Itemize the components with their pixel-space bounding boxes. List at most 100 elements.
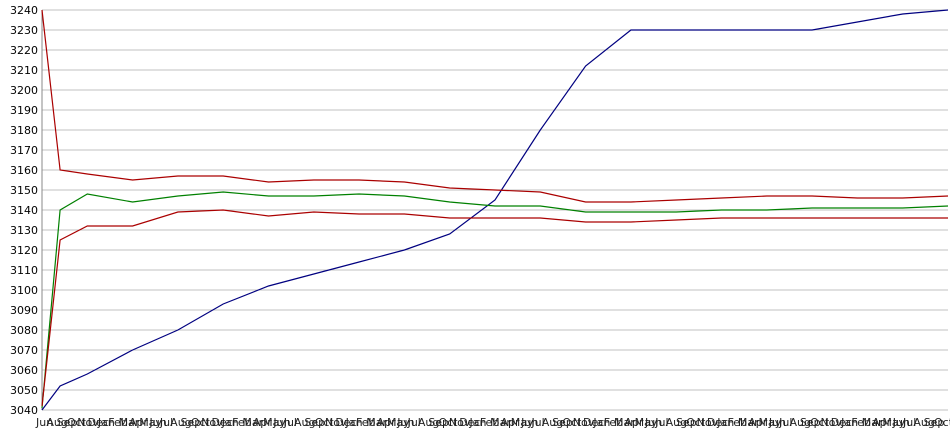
y-tick-label: 3120 <box>10 244 38 257</box>
x-tick-label: Jan <box>221 416 239 429</box>
y-tick-label: 3190 <box>10 104 38 117</box>
x-tick-label: Feb <box>480 416 499 429</box>
x-tick-label: Jun <box>272 416 290 429</box>
y-tick-label: 3040 <box>10 404 38 417</box>
x-tick-label: Mar <box>119 416 140 429</box>
x-tick-label: Jul <box>530 416 544 429</box>
x-tick-label: Dec <box>335 416 356 429</box>
x-tick-label: Apr <box>253 416 273 429</box>
x-tick-label: Apr <box>500 416 520 429</box>
x-tick-label: Jul <box>654 416 668 429</box>
x-tick-label: Jun <box>892 416 910 429</box>
x-tick-label: Dec <box>707 416 728 429</box>
x-tick-label: Oct <box>686 416 706 429</box>
y-tick-label: 3050 <box>10 384 38 397</box>
y-tick-label: 3070 <box>10 344 38 357</box>
x-tick-label: May <box>635 416 658 429</box>
y-tick-label: 3060 <box>10 364 38 377</box>
x-tick-label: Jul <box>407 416 421 429</box>
grid-lines <box>41 9 948 411</box>
x-tick-label: Mar <box>738 416 759 429</box>
x-tick-label: Sep <box>924 416 945 429</box>
x-tick-label: Aug <box>666 416 687 429</box>
x-tick-label: Sep <box>304 416 325 429</box>
x-tick-label: Feb <box>108 416 127 429</box>
x-tick-label: Dec <box>831 416 852 429</box>
x-tick-label: Jul <box>283 416 297 429</box>
x-tick-label: Aug <box>46 416 67 429</box>
x-tick-label: Nov <box>325 416 347 429</box>
x-tick-label: Apr <box>872 416 892 429</box>
x-tick-label: Oct <box>810 416 830 429</box>
x-tick-label: Jun <box>768 416 786 429</box>
x-tick-label: Mar <box>862 416 883 429</box>
x-tick-label: Oct <box>934 416 950 429</box>
x-tick-label: Jun <box>520 416 538 429</box>
x-tick-label: Sep <box>181 416 202 429</box>
x-tick-label: May <box>139 416 162 429</box>
y-tick-label: 3170 <box>10 144 38 157</box>
x-tick-label: Oct <box>315 416 335 429</box>
x-tick-label: Sep <box>552 416 573 429</box>
y-tick-label: 3140 <box>10 204 38 217</box>
series-line-1 <box>41 9 949 411</box>
x-tick-label: Nov <box>449 416 471 429</box>
y-tick-label: 3090 <box>10 304 38 317</box>
x-tick-label: May <box>263 416 286 429</box>
x-tick-label: Jan <box>716 416 734 429</box>
series-line-4 <box>41 209 948 407</box>
x-tick-label: Jun <box>396 416 414 429</box>
series-line-2 <box>41 191 949 409</box>
x-tick-label: Nov <box>201 416 223 429</box>
x-tick-label: Oct <box>191 416 211 429</box>
x-tick-label: Jun <box>35 416 53 429</box>
x-tick-label: Dec <box>211 416 232 429</box>
x-tick-label: Jan <box>840 416 858 429</box>
x-tick-label: Apr <box>129 416 149 429</box>
x-tick-label: Jan <box>345 416 363 429</box>
y-tick-label: 3210 <box>10 64 38 77</box>
x-tick-label: Aug <box>418 416 439 429</box>
y-tick-label: 3180 <box>10 124 38 137</box>
x-tick-label: Jan <box>592 416 610 429</box>
x-tick-label: Nov <box>820 416 842 429</box>
x-tick-label: Apr <box>377 416 397 429</box>
y-tick-label: 3100 <box>10 284 38 297</box>
y-tick-label: 3220 <box>10 44 38 57</box>
x-tick-label: May <box>511 416 534 429</box>
x-tick-label: Jul <box>902 416 916 429</box>
x-tick-label: Jun <box>149 416 167 429</box>
x-tick-label: Jan <box>97 416 115 429</box>
x-tick-label: Sep <box>800 416 821 429</box>
series-line-3 <box>41 9 949 203</box>
x-tick-label: May <box>882 416 905 429</box>
x-tick-label: Nov <box>77 416 99 429</box>
x-tick-label: Mar <box>366 416 387 429</box>
x-tick-label: Nov <box>573 416 595 429</box>
x-tick-label: Jun <box>644 416 662 429</box>
y-tick-label: 3230 <box>10 24 38 37</box>
x-tick-label: Sep <box>428 416 449 429</box>
y-tick-label: 3240 <box>10 4 38 17</box>
x-tick-label: Mar <box>490 416 511 429</box>
x-tick-label: Dec <box>459 416 480 429</box>
x-tick-label: Apr <box>624 416 644 429</box>
x-tick-label: Aug <box>789 416 810 429</box>
y-tick-label: 3160 <box>10 164 38 177</box>
x-tick-label: Jul <box>159 416 173 429</box>
x-tick-label: Feb <box>356 416 375 429</box>
x-tick-label: Dec <box>88 416 109 429</box>
x-tick-label: Oct <box>439 416 459 429</box>
x-tick-label: May <box>759 416 782 429</box>
x-tick-label: May <box>387 416 410 429</box>
x-tick-label: Sep <box>57 416 78 429</box>
x-tick-label: Feb <box>728 416 747 429</box>
x-tick-label: Nov <box>697 416 719 429</box>
x-tick-label: Jul <box>778 416 792 429</box>
x-tick-label: Apr <box>748 416 768 429</box>
series-lines <box>41 9 949 411</box>
x-tick-label: Mar <box>242 416 263 429</box>
x-tick-label: Jan <box>469 416 487 429</box>
x-tick-label: Feb <box>232 416 251 429</box>
